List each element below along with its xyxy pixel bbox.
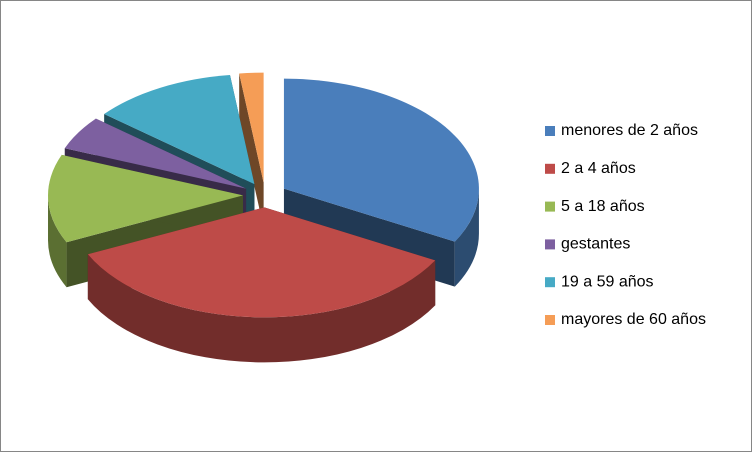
legend-swatch [545, 239, 555, 250]
slice-wall [239, 73, 264, 228]
legend-label: gestantes [561, 236, 630, 253]
legend-swatch [545, 315, 555, 325]
slice-side [454, 188, 479, 287]
slice-side [87, 254, 436, 363]
legend-label: 19 a 59 años [561, 273, 654, 290]
legend-label: menores de 2 años [561, 122, 698, 139]
slice-top [283, 78, 479, 242]
legend-swatch [545, 277, 555, 288]
slice-top [48, 154, 244, 243]
slice-side [48, 195, 67, 288]
legend-swatch [545, 126, 555, 136]
slice-top [64, 118, 247, 189]
legend-swatch [545, 163, 555, 174]
slice-top [239, 72, 264, 183]
slice-top [104, 74, 255, 185]
pie-slice [239, 72, 264, 228]
slice-top [87, 207, 436, 318]
legend-label: 2 a 4 años [561, 160, 636, 177]
legend-swatch [545, 201, 555, 212]
pie-slice [87, 207, 436, 363]
legend-label: 5 a 18 años [561, 198, 645, 215]
legend-label: mayores de 60 años [561, 311, 706, 328]
